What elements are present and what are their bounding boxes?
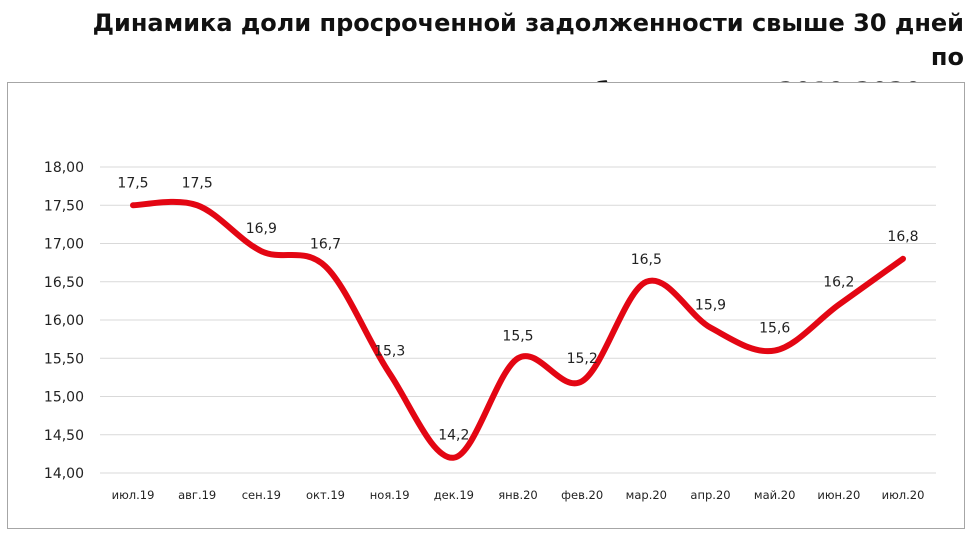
y-tick-label: 18,00	[44, 160, 84, 176]
x-tick-label: июл.20	[882, 488, 925, 502]
data-label: 15,5	[502, 328, 533, 344]
x-tick-label: авг.19	[178, 488, 216, 502]
y-tick-label: 17,00	[44, 237, 84, 253]
x-tick-label: июл.19	[112, 488, 155, 502]
data-label: 16,2	[823, 275, 854, 291]
data-label: 14,2	[438, 428, 469, 444]
x-tick-label: мар.20	[626, 488, 667, 502]
y-tick-label: 16,50	[44, 275, 84, 291]
y-tick-label: 15,00	[44, 390, 84, 406]
x-tick-label: дек.19	[434, 488, 474, 502]
data-label: 16,9	[246, 221, 277, 237]
x-tick-label: май.20	[754, 488, 796, 502]
x-tick-label: июн.20	[817, 488, 860, 502]
x-tick-label: окт.19	[306, 488, 345, 502]
series-line	[130, 198, 906, 461]
data-label: 16,8	[887, 229, 918, 245]
data-label: 15,2	[567, 351, 598, 367]
chart-title-line-1: Динамика доли просроченной задолженности…	[92, 9, 964, 71]
data-label: 17,5	[117, 175, 148, 191]
data-label: 16,5	[631, 252, 662, 268]
y-tick-label: 14,50	[44, 428, 84, 444]
x-tick-label: сен.19	[242, 488, 281, 502]
data-label: 16,7	[310, 236, 341, 252]
data-label: 17,5	[182, 175, 213, 191]
data-label: 15,6	[759, 321, 790, 337]
y-tick-label: 16,00	[44, 313, 84, 329]
y-tick-label: 14,00	[44, 466, 84, 482]
x-tick-label: ноя.19	[370, 488, 410, 502]
x-tick-label: янв.20	[498, 488, 538, 502]
x-tick-label: апр.20	[690, 488, 730, 502]
y-tick-label: 17,50	[44, 198, 84, 214]
x-tick-label: фев.20	[561, 488, 603, 502]
chart-frame	[7, 82, 965, 529]
data-label: 15,9	[695, 298, 726, 314]
data-label: 15,3	[374, 344, 405, 360]
y-tick-label: 15,50	[44, 351, 84, 367]
